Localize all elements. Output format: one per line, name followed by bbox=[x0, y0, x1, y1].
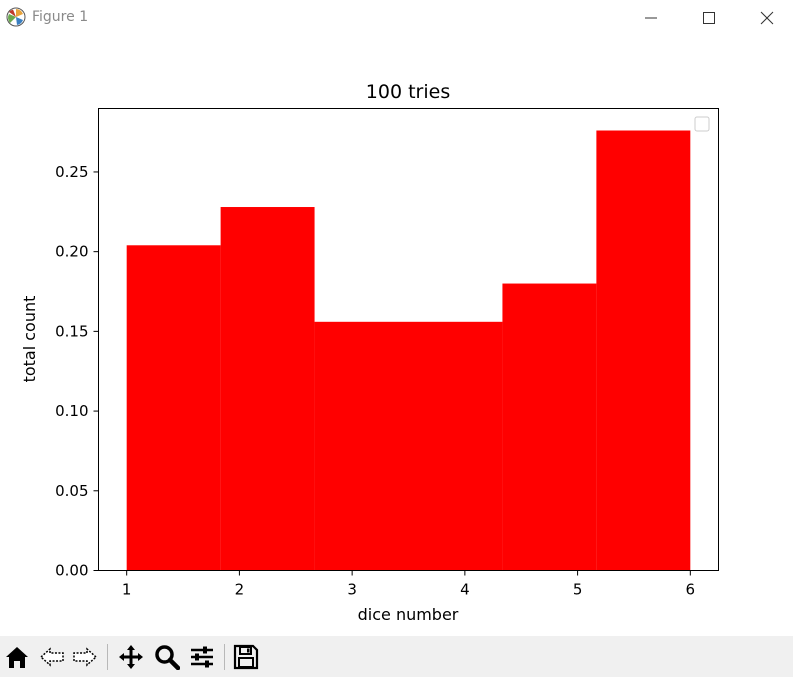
histogram-bar bbox=[126, 245, 221, 571]
x-tick-label: 5 bbox=[573, 581, 583, 599]
y-axis-label: total count bbox=[20, 296, 39, 383]
histogram-bar bbox=[220, 207, 315, 571]
x-tick-label: 3 bbox=[347, 581, 357, 599]
matplotlib-app-icon bbox=[6, 7, 26, 27]
y-axis: 0.00 0.05 0.10 0.15 0.20 0.25 bbox=[55, 163, 99, 580]
configure-subplots-icon bbox=[191, 646, 213, 668]
window-title: Figure 1 bbox=[32, 9, 89, 25]
x-tick-label: 6 bbox=[686, 581, 696, 599]
y-tick-label: 0.20 bbox=[55, 243, 88, 261]
histogram-bar bbox=[502, 283, 597, 571]
toolbar-separator bbox=[224, 644, 225, 670]
x-tick-label: 1 bbox=[122, 581, 132, 599]
zoom-icon bbox=[155, 645, 180, 670]
histogram-chart: 100 tries 1 2 3 4 5 6 0.00 0.05 0.10 0.15 0.20 0.2… bbox=[20, 81, 719, 624]
bar-group bbox=[126, 130, 691, 571]
zoom-button[interactable] bbox=[153, 643, 181, 671]
minimize-button[interactable] bbox=[622, 0, 680, 36]
navigation-toolbar bbox=[0, 636, 793, 677]
histogram-bar bbox=[596, 130, 691, 571]
title-bar: Figure 1 bbox=[0, 0, 793, 36]
home-icon bbox=[6, 647, 28, 668]
forward-icon bbox=[73, 647, 98, 667]
x-tick-label: 4 bbox=[460, 581, 470, 599]
y-tick-label: 0.15 bbox=[55, 322, 88, 340]
close-icon bbox=[760, 11, 774, 25]
plot-area-frame bbox=[98, 108, 719, 571]
x-axis: 1 2 3 4 5 6 bbox=[122, 570, 696, 599]
forward-button[interactable] bbox=[71, 643, 99, 671]
histogram-bar bbox=[408, 321, 503, 571]
histogram-bar bbox=[314, 321, 409, 571]
y-tick-label: 0.05 bbox=[55, 482, 88, 500]
toolbar-separator bbox=[107, 644, 108, 670]
close-button[interactable] bbox=[738, 0, 793, 36]
save-button[interactable] bbox=[232, 643, 260, 671]
save-icon bbox=[233, 644, 259, 670]
legend-box bbox=[694, 116, 710, 132]
pan-icon bbox=[119, 645, 143, 669]
home-button[interactable] bbox=[3, 643, 31, 671]
pan-button[interactable] bbox=[117, 643, 145, 671]
x-axis-label: dice number bbox=[358, 605, 459, 624]
chart-title: 100 tries bbox=[366, 81, 450, 103]
maximize-icon bbox=[703, 12, 715, 24]
maximize-button[interactable] bbox=[680, 0, 738, 36]
configure-subplots-button[interactable] bbox=[188, 643, 216, 671]
y-tick-label: 0.00 bbox=[55, 562, 88, 580]
back-icon bbox=[39, 647, 64, 667]
back-button[interactable] bbox=[38, 643, 66, 671]
x-tick-label: 2 bbox=[235, 581, 245, 599]
y-tick-label: 0.25 bbox=[55, 163, 88, 181]
minimize-icon bbox=[645, 17, 657, 19]
y-tick-label: 0.10 bbox=[55, 402, 88, 420]
